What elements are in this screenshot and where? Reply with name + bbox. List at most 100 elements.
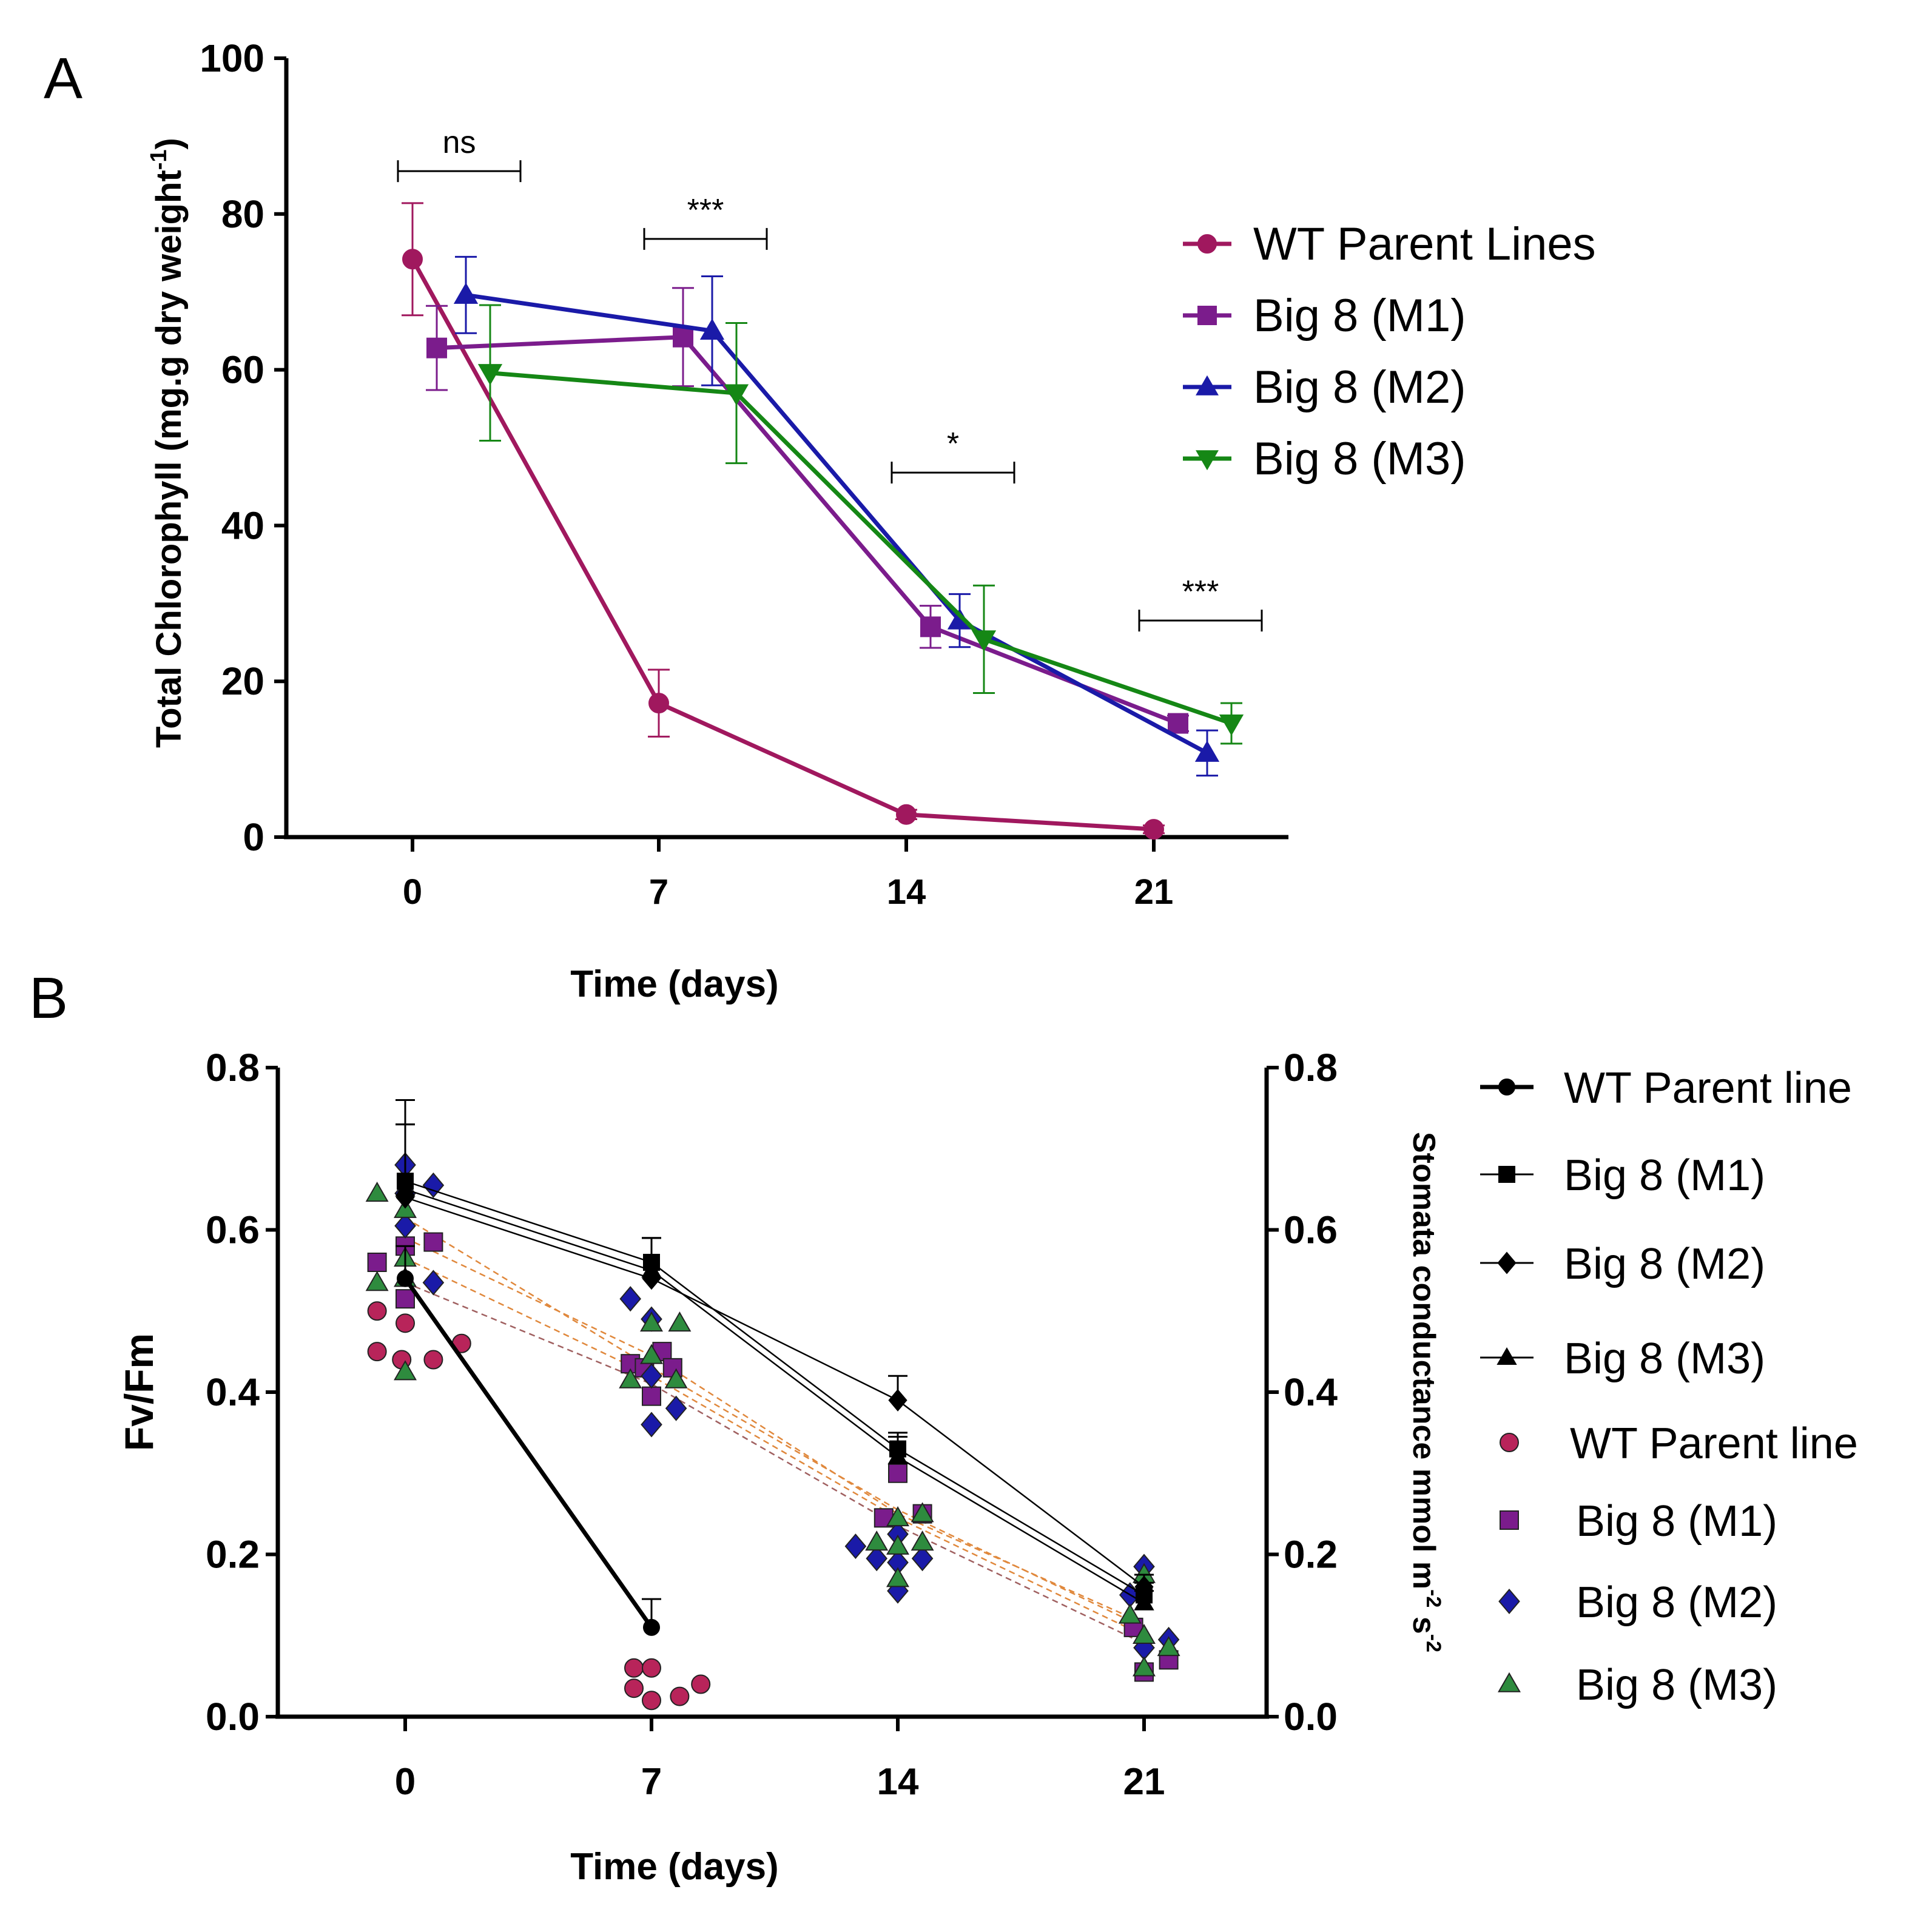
legend-label: Big 8 (M1) bbox=[1576, 1497, 1777, 1546]
data-point bbox=[643, 1618, 660, 1636]
panel-b-x-ticks: 0 7 14 21 bbox=[395, 1717, 1165, 1803]
series-line bbox=[403, 1277, 653, 1629]
panel-b-right-y-axis-title-sup1: -2 bbox=[1422, 1589, 1445, 1607]
line-series-wt-parent-line bbox=[396, 1245, 661, 1636]
data-point bbox=[1168, 713, 1188, 734]
panel-b-right-y-ticks: 0.0 0.2 0.4 0.6 0.8 bbox=[1267, 1046, 1338, 1738]
legend-marker bbox=[1197, 234, 1217, 254]
scatter-point bbox=[664, 1368, 688, 1388]
x-tick-label: 14 bbox=[877, 1761, 919, 1803]
scatter-point bbox=[367, 1342, 387, 1362]
series-line bbox=[465, 292, 1208, 755]
scatter-point bbox=[844, 1533, 867, 1560]
panel-b-y-axis-title: Fv/Fm bbox=[116, 1333, 161, 1451]
x-tick-label: 0 bbox=[395, 1761, 416, 1803]
data-point bbox=[887, 1447, 908, 1465]
legend-marker bbox=[1197, 306, 1217, 325]
legend-marker bbox=[1498, 1588, 1520, 1615]
data-point bbox=[673, 326, 693, 348]
x-tick-label: 14 bbox=[887, 872, 926, 912]
scatter-point bbox=[886, 1506, 909, 1527]
panel-b-x-axis-title: Time (days) bbox=[570, 1846, 778, 1888]
y-tick-label: 0.6 bbox=[206, 1208, 260, 1252]
panel-b-label: B bbox=[29, 966, 68, 1031]
data-point bbox=[641, 1260, 662, 1278]
legend-label: Big 8 (M2) bbox=[1564, 1240, 1765, 1288]
panel-a-series bbox=[402, 202, 1244, 840]
data-point bbox=[477, 364, 503, 386]
y-tick-label: 0 bbox=[243, 815, 264, 859]
panel-a-y-axis-title: Total Chlorophyll (mg.g dry weight-1) bbox=[146, 138, 189, 748]
scatter-point bbox=[665, 1395, 687, 1421]
series-big-8-m2- bbox=[453, 255, 1220, 777]
panel-a-x-ticks: 0 7 14 21 bbox=[403, 837, 1173, 912]
scatter-point bbox=[619, 1368, 642, 1388]
panel-b-right-y-axis-title-mid: s bbox=[1406, 1607, 1441, 1634]
panel-b-trend-lines bbox=[405, 1217, 1145, 1644]
right-y-tick-label: 0.8 bbox=[1284, 1046, 1338, 1089]
scatter-point bbox=[640, 1311, 663, 1332]
legend-marker bbox=[1196, 450, 1219, 471]
data-point bbox=[402, 249, 423, 270]
data-point bbox=[453, 282, 479, 304]
series-line bbox=[410, 258, 1154, 832]
legend-marker bbox=[1497, 1347, 1517, 1365]
scatter-point bbox=[641, 1363, 662, 1389]
y-tick-label: 40 bbox=[221, 503, 264, 547]
data-point bbox=[1134, 1592, 1154, 1611]
scatter-point bbox=[886, 1534, 909, 1555]
y-tick-label: 0.2 bbox=[206, 1533, 260, 1577]
scatter-point bbox=[422, 1270, 445, 1296]
data-point bbox=[888, 1388, 907, 1412]
scatter-point bbox=[394, 1360, 417, 1381]
legend-label: Big 8 (M3) bbox=[1253, 433, 1466, 485]
right-y-tick-label: 0.6 bbox=[1284, 1208, 1338, 1252]
scatter-point bbox=[365, 1271, 389, 1291]
scatter-point bbox=[642, 1658, 661, 1678]
scatter-point bbox=[640, 1344, 663, 1364]
series-line bbox=[436, 335, 1179, 725]
legend-marker bbox=[1500, 1510, 1519, 1530]
scatter-point bbox=[1133, 1623, 1156, 1644]
legend-label: WT Parent line bbox=[1564, 1064, 1852, 1112]
y-tick-label: 60 bbox=[221, 348, 264, 392]
panel-b-left-y-ticks: 0.0 0.2 0.4 0.6 0.8 bbox=[206, 1046, 278, 1738]
scatter-point bbox=[1157, 1636, 1180, 1657]
scatter-point bbox=[367, 1301, 387, 1321]
scatter-point bbox=[865, 1530, 889, 1551]
legend-marker bbox=[1497, 1251, 1517, 1274]
panel-a-gridless-axes bbox=[284, 58, 1288, 840]
series-big-8-m3- bbox=[477, 304, 1244, 745]
scatter-point bbox=[670, 1686, 690, 1706]
significance-label: * bbox=[947, 426, 959, 462]
scatter-point bbox=[642, 1691, 661, 1711]
y-tick-label: 100 bbox=[200, 36, 264, 80]
trend-line bbox=[405, 1282, 1145, 1644]
legend-label: WT Parent line bbox=[1570, 1419, 1858, 1468]
legend-label: Big 8 (M2) bbox=[1253, 362, 1466, 413]
series-big-8-m1- bbox=[426, 287, 1189, 734]
panel-a-y-axis-title-sup: -1 bbox=[146, 149, 172, 170]
data-point bbox=[395, 1179, 416, 1197]
scatter-point bbox=[396, 1313, 415, 1333]
panel-b: B 0.0 0.2 0.4 0.6 0.8 0.0 0.2 0.4 0.6 0.8 0 7 14 21… bbox=[29, 966, 1858, 1888]
x-tick-label: 21 bbox=[1134, 872, 1174, 912]
data-point bbox=[896, 804, 917, 825]
scatter-point bbox=[668, 1311, 692, 1332]
legend-marker bbox=[1498, 1672, 1521, 1692]
right-y-tick-label: 0.0 bbox=[1284, 1695, 1338, 1738]
data-point bbox=[920, 616, 941, 638]
data-point bbox=[1194, 740, 1220, 762]
legend-label: Big 8 (M1) bbox=[1253, 290, 1466, 342]
significance-label: ns bbox=[443, 125, 476, 160]
scatter-point bbox=[911, 1546, 934, 1572]
scatter-wt-parent-line bbox=[367, 1301, 711, 1711]
scatter-point bbox=[423, 1232, 443, 1252]
panel-a-y-axis-title-main: Total Chlorophyll (mg.g dry weight bbox=[149, 170, 189, 748]
x-tick-label: 21 bbox=[1123, 1761, 1165, 1803]
significance-label: *** bbox=[687, 193, 724, 228]
panel-a-significance-brackets: ns******* bbox=[397, 125, 1263, 632]
scatter-point bbox=[396, 1289, 415, 1309]
x-tick-label: 7 bbox=[649, 872, 668, 912]
scatter-point bbox=[624, 1678, 644, 1698]
